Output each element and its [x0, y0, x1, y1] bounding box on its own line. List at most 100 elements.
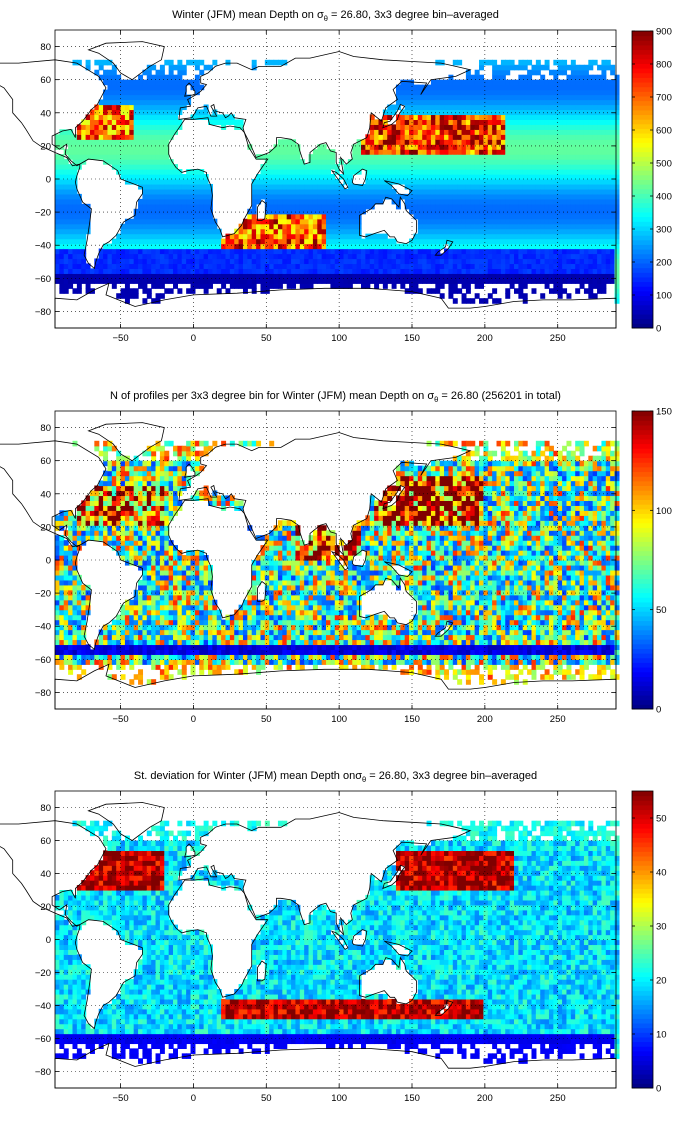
data-cell	[177, 64, 183, 71]
data-cell	[487, 223, 493, 230]
data-cell	[120, 114, 126, 120]
data-cell	[413, 114, 419, 120]
data-cell	[597, 124, 603, 130]
data-cell	[304, 263, 310, 269]
data-cell	[426, 263, 432, 269]
data-cell	[277, 238, 283, 245]
data-cell	[155, 139, 161, 145]
data-cell	[76, 59, 82, 66]
data-cell	[138, 228, 144, 235]
data-cell	[107, 440, 113, 447]
data-cell	[199, 273, 205, 279]
data-cell	[129, 273, 135, 279]
data-cell	[601, 154, 607, 160]
data-cell	[474, 248, 480, 255]
data-cell	[103, 540, 109, 546]
data-cell	[553, 248, 559, 255]
data-cell	[583, 208, 589, 215]
data-cell	[500, 198, 506, 205]
data-cell	[343, 243, 349, 250]
data-cell	[452, 79, 458, 86]
data-cell	[111, 480, 117, 487]
data-cell	[330, 208, 336, 215]
data-cell	[579, 139, 585, 145]
data-cell	[570, 74, 576, 81]
data-cell	[68, 649, 74, 655]
data-cell	[103, 515, 109, 521]
data-cell	[387, 248, 393, 255]
data-cell	[312, 159, 318, 165]
data-cell	[59, 515, 65, 521]
data-cell	[570, 218, 576, 225]
data-cell	[470, 248, 476, 255]
data-cell	[107, 94, 113, 101]
data-cell	[444, 233, 450, 240]
data-cell	[452, 169, 458, 175]
data-cell	[107, 624, 113, 631]
data-cell	[116, 540, 122, 546]
data-cell	[159, 258, 165, 265]
data-cell	[59, 634, 65, 641]
data-cell	[579, 253, 585, 260]
data-cell	[63, 288, 69, 294]
data-cell	[120, 164, 126, 170]
data-cell	[63, 569, 69, 576]
data-cell	[544, 283, 550, 289]
data-cell	[369, 169, 375, 175]
data-cell	[98, 480, 104, 487]
data-cell	[444, 114, 450, 120]
data-cell	[81, 253, 87, 260]
data-cell	[124, 273, 130, 279]
data-cell	[129, 84, 135, 91]
data-cell	[400, 253, 406, 260]
data-cell	[164, 188, 170, 195]
data-cell	[461, 283, 467, 289]
data-cell	[129, 144, 135, 150]
data-cell	[605, 243, 611, 250]
data-cell	[159, 188, 165, 195]
data-cell	[146, 208, 152, 215]
colorbar-segment	[632, 216, 653, 222]
data-cell	[72, 589, 78, 596]
data-cell	[273, 164, 279, 170]
data-cell	[439, 79, 445, 86]
data-cell	[514, 104, 519, 111]
data-cell	[487, 124, 493, 130]
data-cell	[59, 535, 65, 541]
data-cell	[500, 188, 506, 195]
data-cell	[247, 278, 253, 284]
data-cell	[264, 164, 270, 170]
data-cell	[59, 659, 65, 665]
data-cell	[544, 253, 550, 260]
data-cell	[391, 129, 397, 135]
data-cell	[448, 188, 454, 195]
data-cell	[317, 268, 323, 274]
data-cell	[444, 159, 450, 165]
data-cell	[597, 188, 603, 195]
data-cell	[159, 99, 165, 106]
data-cell	[186, 198, 192, 205]
data-cell	[76, 535, 82, 541]
data-cell	[234, 238, 240, 245]
data-cell	[417, 174, 423, 180]
data-cell	[107, 99, 113, 106]
data-cell	[496, 213, 502, 220]
data-cell	[592, 228, 598, 235]
data-cell	[352, 253, 358, 260]
data-cell	[124, 89, 130, 96]
data-cell	[308, 268, 314, 274]
data-cell	[461, 104, 467, 111]
y-tick-label: 40	[40, 108, 51, 119]
data-cell	[518, 154, 524, 160]
data-cell	[269, 179, 275, 185]
data-cell	[492, 114, 498, 120]
data-cell	[417, 213, 423, 220]
data-cell	[548, 243, 554, 250]
data-cell	[422, 263, 428, 269]
data-cell	[55, 263, 60, 269]
data-cell	[85, 589, 91, 596]
data-cell	[531, 203, 537, 210]
data-cell	[575, 69, 581, 76]
data-cell	[81, 268, 87, 274]
data-cell	[553, 283, 559, 289]
